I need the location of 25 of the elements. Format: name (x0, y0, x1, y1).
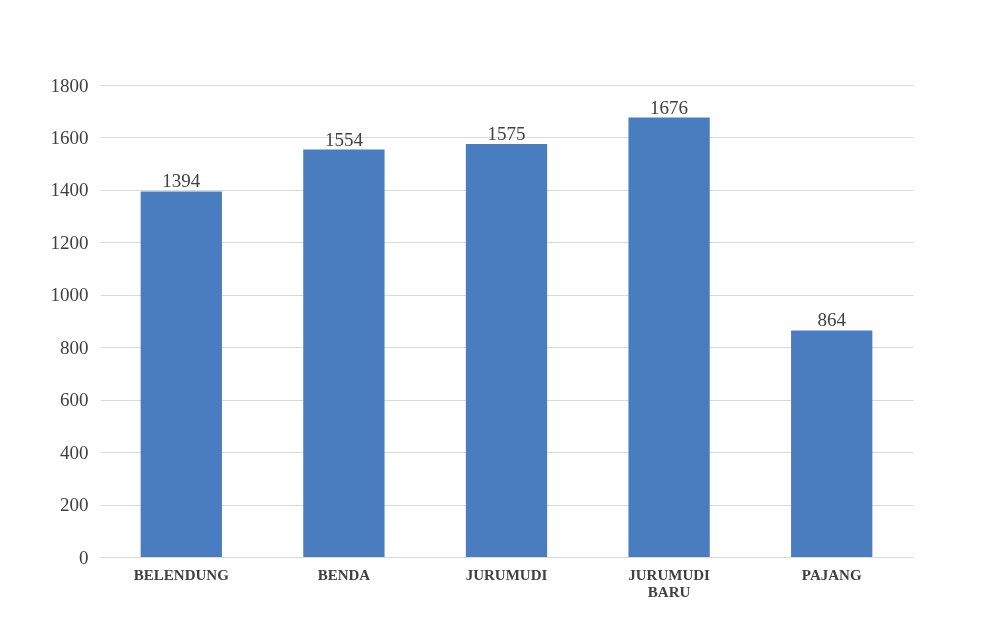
y-tick-label: 200 (60, 494, 89, 516)
data-label: 864 (817, 309, 847, 331)
y-tick-label: 1800 (50, 74, 89, 96)
bar (465, 144, 548, 557)
bar (791, 330, 873, 557)
y-tick-label: 1600 (50, 126, 89, 148)
x-tick-label: PAJANG (801, 566, 862, 583)
y-tick-label: 600 (60, 389, 89, 411)
bar (140, 191, 222, 557)
data-label: 1676 (650, 96, 689, 118)
data-label: 1554 (324, 128, 364, 150)
y-tick-label: 1200 (50, 231, 89, 253)
x-tick-label: JURUMUDI BARU (628, 566, 711, 600)
y-tick-label: 1400 (50, 179, 89, 201)
y-tick-label: 0 (79, 546, 89, 568)
x-tick-label: BELENDUNG (133, 566, 230, 583)
x-tick-label: JURUMUDI (465, 566, 548, 583)
x-tick-label: BENDA (317, 566, 371, 583)
y-tick-label: 1000 (50, 284, 89, 306)
bar (628, 117, 710, 557)
data-label: 1394 (162, 170, 201, 192)
bar (303, 149, 385, 557)
y-tick-label: 800 (60, 336, 89, 358)
y-tick-label: 400 (60, 441, 89, 463)
data-label: 1575 (487, 123, 526, 144)
